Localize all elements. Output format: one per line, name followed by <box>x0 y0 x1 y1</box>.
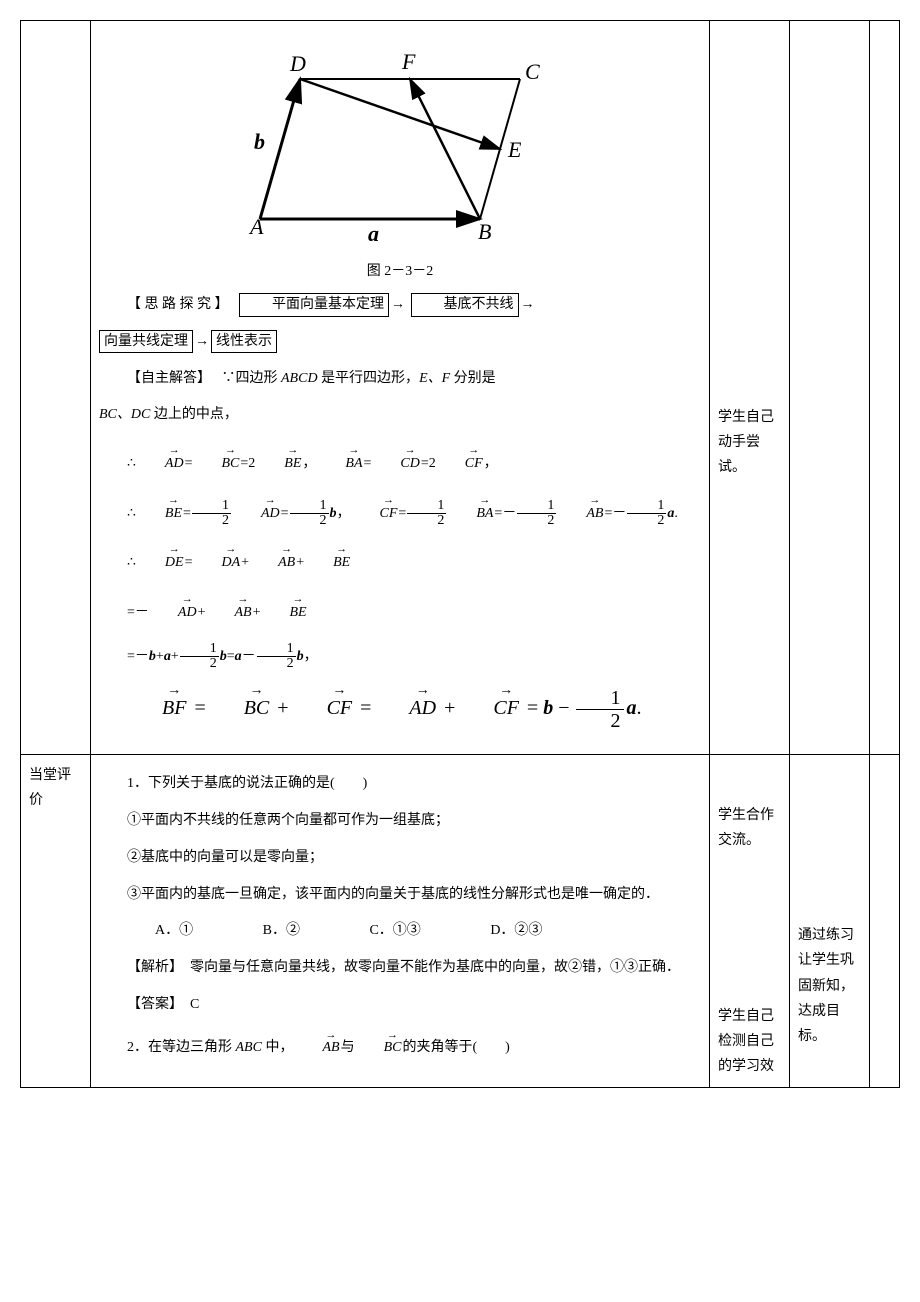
figure-wrap: A B C D E F a b <box>99 39 701 254</box>
eq-6: BF = BC + CF = AD + CF = b − 12a. <box>99 687 701 732</box>
cell-student-1: 学生自己动手尝试。 <box>710 21 790 755</box>
q1-opt3: ③平面内的基底一旦确定，该平面内的向量关于基底的线性分解形式也是唯一确定的． <box>99 880 701 911</box>
q2-abc: ABC <box>236 1040 262 1055</box>
section-label: 当堂评价 <box>29 763 82 813</box>
cell-left-empty <box>21 21 91 755</box>
student-note-coop: 学生合作交流。 <box>718 803 781 853</box>
ef: E、F <box>419 371 450 386</box>
label-A: A <box>248 214 264 239</box>
choice-B: B．② <box>235 916 300 947</box>
label-B: B <box>478 219 491 244</box>
q2-post: 的夹角等于( ) <box>402 1040 509 1055</box>
arrow-icon: → <box>521 297 535 312</box>
self-answer-pre: ∵四边形 <box>222 371 282 386</box>
eq-5: =－b+a+12b=a－12b， <box>99 640 701 674</box>
q1: 1．下列关于基底的说法正确的是( ) <box>99 769 701 800</box>
label-F: F <box>401 49 416 74</box>
step-box-4: 线性表示 <box>211 330 277 354</box>
cell-goal-2: 通过练习让学生巩固新知，达成目标。 <box>790 755 870 1088</box>
label-b: b <box>254 129 265 154</box>
label-a: a <box>368 221 379 246</box>
q2-mid: 中， <box>262 1040 294 1055</box>
arrow-icon: → <box>195 334 209 349</box>
step-box-3: 向量共线定理 <box>99 330 193 354</box>
label-C: C <box>525 59 540 84</box>
answer-text: C <box>190 997 199 1012</box>
answer-label: 【答案】 <box>127 997 176 1012</box>
self-answer-label: 【自主解答】 <box>127 371 204 386</box>
choice-A: A．① <box>127 916 193 947</box>
abcd: ABCD <box>281 371 318 386</box>
analysis-text: 零向量与任意向量共线，故零向量不能作为基底中的向量，故②错，①③正确． <box>190 960 680 975</box>
self-answer-mid2: 分别是 <box>450 371 496 386</box>
goal-note: 通过练习让学生巩固新知，达成目标。 <box>798 923 861 1049</box>
q2: 2．在等边三角形 ABC 中，AB与BC的夹角等于( ) <box>99 1027 701 1064</box>
step-box-1: 平面向量基本定理 <box>239 293 389 317</box>
analysis-label: 【解析】 <box>127 960 176 975</box>
q1-opt2: ②基底中的向量可以是零向量； <box>99 843 701 874</box>
eq-4: =－AD+AB+BE <box>99 590 701 630</box>
explore-label: 【 思 路 探 究 】 <box>127 297 222 312</box>
label-D: D <box>289 51 306 76</box>
explore-line-2: 向量共线定理→线性表示 <box>99 327 701 358</box>
cell-extra-1 <box>870 21 900 755</box>
table-row: A B C D E F a b 图 2－3－2 【 思 路 探 究 】 平面向量… <box>21 21 900 755</box>
cell-content-2: 1．下列关于基底的说法正确的是( ) ①平面内不共线的任意两个向量都可作为一组基… <box>91 755 710 1088</box>
page: A B C D E F a b 图 2－3－2 【 思 路 探 究 】 平面向量… <box>20 20 900 1088</box>
q1-answer: 【答案】 C <box>99 990 701 1021</box>
choice-C: C．①③ <box>341 916 420 947</box>
q1-analysis: 【解析】 零向量与任意向量共线，故零向量不能作为基底中的向量，故②错，①③正确． <box>99 953 701 984</box>
eq-2: ∴BE=12AD=12b，CF=12BA=－12AB=－12a. <box>99 491 701 531</box>
cell-student-2: 学生合作交流。 学生自己检测自己的学习效 <box>710 755 790 1088</box>
cell-left-label: 当堂评价 <box>21 755 91 1088</box>
main-table: A B C D E F a b 图 2－3－2 【 思 路 探 究 】 平面向量… <box>20 20 900 1088</box>
eq-1: ∴AD=BC=2BE，BA=CD=2CF， <box>99 441 701 481</box>
student-note-1: 学生自己动手尝试。 <box>718 405 781 481</box>
student-note-self: 学生自己检测自己的学习效 <box>718 1004 781 1080</box>
self-answer-mid: 是平行四边形， <box>318 371 420 386</box>
self-answer-line: 【自主解答】 ∵四边形 ABCD 是平行四边形，E、F 分别是 <box>99 364 701 395</box>
table-row: 当堂评价 1．下列关于基底的说法正确的是( ) ①平面内不共线的任意两个向量都可… <box>21 755 900 1088</box>
q1-choices: A．① B．② C．①③ D．②③ <box>99 916 701 947</box>
explore-line: 【 思 路 探 究 】 平面向量基本定理→ 基底不共线→ <box>99 290 701 321</box>
q1-opt1: ①平面内不共线的任意两个向量都可作为一组基底； <box>99 806 701 837</box>
self-answer-line-2: BC、DC 边上的中点， <box>99 400 701 431</box>
cell-content-1: A B C D E F a b 图 2－3－2 【 思 路 探 究 】 平面向量… <box>91 21 710 755</box>
label-E: E <box>507 137 522 162</box>
parallelogram-figure: A B C D E F a b <box>220 39 580 249</box>
choice-D: D．②③ <box>462 916 542 947</box>
figure-caption: 图 2－3－2 <box>99 260 701 280</box>
q2-pre: 2．在等边三角形 <box>127 1040 236 1055</box>
cell-extra-2 <box>870 755 900 1088</box>
eq-3: ∴DE=DA+AB+BE <box>99 540 701 580</box>
cell-goal-1 <box>790 21 870 755</box>
bc-dc: BC、DC <box>99 407 150 422</box>
self-answer-tail: 边上的中点， <box>150 407 238 422</box>
step-box-2: 基底不共线 <box>411 293 519 317</box>
arrow-icon: → <box>391 297 405 312</box>
